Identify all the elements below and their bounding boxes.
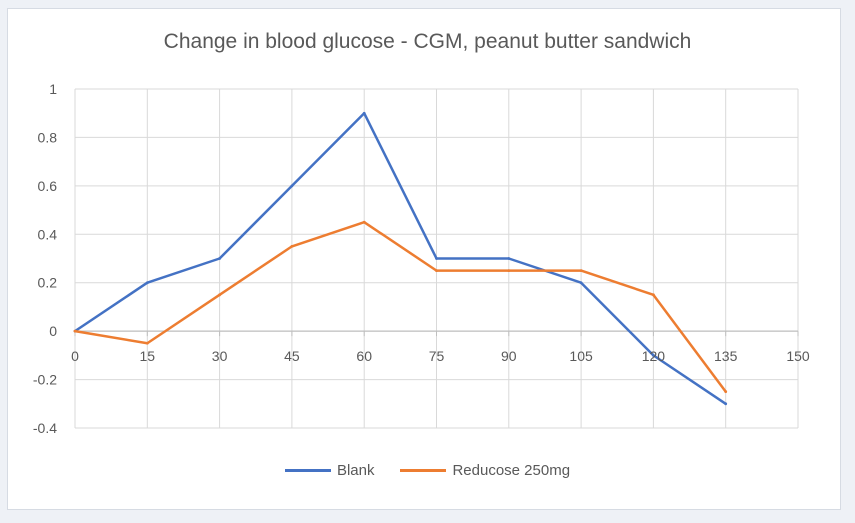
- x-tick-label: 120: [642, 348, 666, 364]
- data-point: [507, 269, 511, 273]
- data-point: [145, 341, 149, 345]
- chart-frame: [7, 8, 841, 510]
- y-tick-label: 0.8: [38, 129, 58, 145]
- data-point: [507, 257, 511, 260]
- chart-title: Change in blood glucose - CGM, peanut bu…: [163, 30, 692, 53]
- x-tick-label: 105: [569, 348, 593, 364]
- x-tick-label: 45: [284, 348, 300, 364]
- x-tick-label: 150: [786, 348, 810, 364]
- data-point: [435, 257, 438, 260]
- x-tick-label: 15: [140, 348, 156, 364]
- x-tick-label: 90: [501, 348, 517, 364]
- data-point: [290, 184, 294, 188]
- legend-swatch: [284, 469, 331, 472]
- data-point: [724, 390, 728, 394]
- data-point: [362, 111, 366, 115]
- y-tick-label: 0.4: [38, 226, 58, 242]
- y-tick-label: 0.2: [38, 275, 58, 291]
- y-tick-label: 1: [49, 81, 57, 97]
- data-point: [435, 269, 438, 273]
- data-point: [724, 402, 728, 406]
- legend-item: Reducose 250mg: [400, 462, 570, 479]
- x-tick-label: 60: [356, 348, 372, 364]
- series-line-1: [73, 111, 727, 406]
- data-point: [290, 244, 294, 248]
- legend-item: Blank: [284, 462, 375, 479]
- x-tick-label: 0: [71, 348, 79, 364]
- legend-swatch: [400, 469, 447, 472]
- series-lines: [73, 111, 728, 406]
- legend-label: Reducose 250mg: [452, 462, 571, 479]
- gridlines: [74, 88, 799, 429]
- data-point: [73, 329, 77, 333]
- y-tick-label: -0.2: [33, 372, 57, 388]
- x-tick-labels: 0 15 30 45 60 75 90 105 120 135 150: [71, 348, 810, 364]
- y-tick-label: 0: [49, 323, 57, 339]
- x-axis: [74, 330, 799, 337]
- x-tick-label: 75: [429, 348, 445, 364]
- y-tick-labels: -0.4 -0.2 0 0.2 0.4 0.6 0.8 1: [33, 81, 57, 436]
- y-tick-label: -0.4: [33, 420, 57, 436]
- data-point: [652, 293, 655, 297]
- legend: Blank Reducose 250mg: [0, 462, 855, 479]
- data-point: [145, 281, 149, 285]
- data-point: [579, 281, 583, 285]
- data-point: [218, 293, 222, 297]
- data-point: [579, 269, 583, 273]
- data-point: [218, 257, 222, 260]
- series-line-2: [73, 220, 727, 393]
- y-tick-label: 0.6: [38, 178, 58, 194]
- legend-label: Blank: [336, 462, 375, 479]
- data-point: [362, 220, 366, 224]
- x-tick-label: 30: [212, 348, 228, 364]
- data-point: [652, 353, 655, 357]
- x-tick-label: 135: [714, 348, 738, 364]
